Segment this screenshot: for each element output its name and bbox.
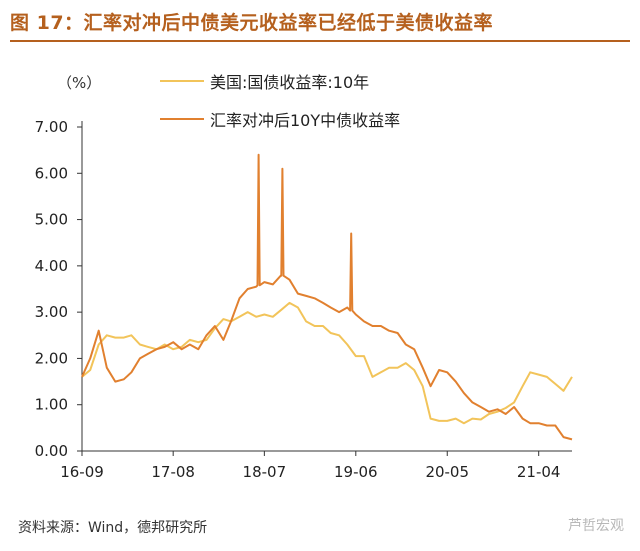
legend-entry-cn-hedged: 汇率对冲后10Y中债收益率 bbox=[160, 100, 400, 138]
source-note: 资料来源：Wind，德邦研究所 bbox=[18, 520, 208, 536]
title-divider bbox=[10, 40, 630, 42]
x-tick-label: 18-07 bbox=[243, 463, 287, 481]
legend-label-cn-hedged: 汇率对冲后10Y中债收益率 bbox=[210, 111, 401, 130]
legend-swatch-us-treasury bbox=[160, 80, 204, 82]
y-tick-label: 2.00 bbox=[35, 349, 68, 367]
watermark: 芦哲宏观 bbox=[568, 518, 624, 534]
series-line-us-treasury bbox=[81, 301, 573, 425]
x-tick-label: 17-08 bbox=[151, 463, 195, 481]
y-tick-label: 7.00 bbox=[35, 118, 68, 136]
chart-legend: 美国:国债收益率:10年 汇率对冲后10Y中债收益率 bbox=[160, 62, 400, 138]
legend-entry-us-treasury: 美国:国债收益率:10年 bbox=[160, 62, 400, 100]
x-tick-label: 21-04 bbox=[517, 463, 561, 481]
y-tick-label: 5.00 bbox=[35, 211, 68, 229]
y-tick-label: 6.00 bbox=[35, 164, 68, 182]
chart-title: 图 17：汇率对冲后中债美元收益率已经低于美债收益率 bbox=[10, 12, 494, 34]
x-tick-label: 16-09 bbox=[60, 463, 104, 481]
y-axis-unit-label: （%） bbox=[57, 74, 102, 92]
y-tick-label: 1.00 bbox=[35, 396, 68, 414]
series-line-cn-hedged bbox=[81, 153, 573, 441]
x-tick-label: 19-06 bbox=[334, 463, 378, 481]
y-tick-label: 0.00 bbox=[35, 442, 68, 460]
y-tick-label: 3.00 bbox=[35, 303, 68, 321]
legend-label-us-treasury: 美国:国债收益率:10年 bbox=[210, 73, 370, 92]
y-tick-label: 4.00 bbox=[35, 257, 68, 275]
legend-swatch-cn-hedged bbox=[160, 118, 204, 120]
x-tick-label: 20-05 bbox=[425, 463, 469, 481]
